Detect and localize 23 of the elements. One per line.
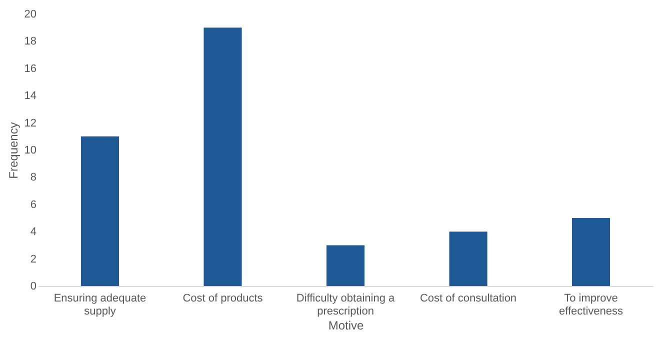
y-axis-title: Frequency [6, 122, 20, 179]
y-tick-label: 10 [24, 144, 36, 156]
bar [204, 28, 242, 286]
y-tick-label: 4 [30, 226, 36, 238]
y-tick-label: 14 [24, 90, 36, 102]
x-axis-title: Motive [328, 318, 364, 332]
y-tick-label: 8 [30, 172, 36, 184]
bar [80, 136, 120, 286]
y-tick-label: 6 [30, 198, 36, 211]
y-tick-label: 20 [24, 8, 36, 20]
x-tick-label: Cost of consultation [420, 292, 517, 304]
bar [449, 232, 488, 286]
x-tick-label: To improve effectiveness [559, 292, 624, 318]
y-tick-label: 2 [30, 253, 36, 266]
y-tick-label: 16 [24, 62, 36, 75]
x-tick-label: Cost of products [182, 292, 264, 304]
x-tick-label: Ensuring adequate supply [54, 292, 146, 318]
y-tick-label: 18 [24, 36, 36, 48]
bar [326, 245, 365, 286]
y-tick-label: 0 [30, 280, 36, 292]
y-tick-label: 12 [24, 117, 36, 130]
x-tick-label: Difficulty obtaining a prescription [296, 292, 396, 318]
bar [572, 218, 610, 286]
